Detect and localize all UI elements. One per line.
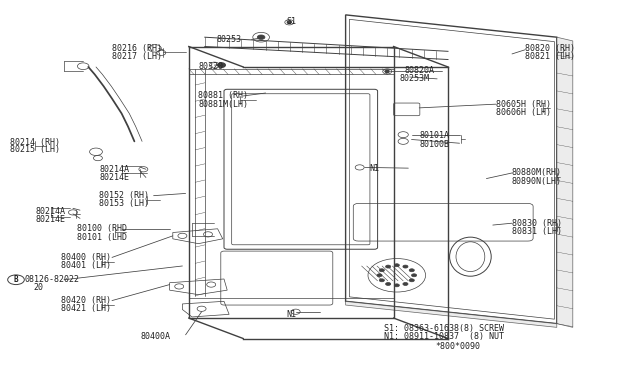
Text: 20: 20 [33, 283, 44, 292]
Circle shape [377, 274, 382, 277]
Text: 80101 (LHD: 80101 (LHD [77, 233, 127, 242]
Circle shape [380, 269, 385, 272]
Text: 80400 (RH): 80400 (RH) [61, 253, 111, 262]
Polygon shape [346, 301, 557, 327]
Text: 80400A: 80400A [141, 332, 171, 341]
Text: S1: S1 [287, 17, 297, 26]
Text: 80420 (RH): 80420 (RH) [61, 296, 111, 305]
Text: 80214A: 80214A [99, 165, 129, 174]
Text: 80606H (LH): 80606H (LH) [496, 108, 551, 117]
Circle shape [409, 269, 414, 272]
Text: 80214E: 80214E [99, 173, 129, 182]
Text: 80401 (LH): 80401 (LH) [61, 262, 111, 270]
Circle shape [394, 264, 399, 267]
Text: 80821 (LH): 80821 (LH) [525, 52, 575, 61]
Text: B: B [13, 275, 19, 284]
Text: N1: N1 [369, 164, 380, 173]
Text: 80890N(LH): 80890N(LH) [512, 177, 562, 186]
Text: 80101A: 80101A [419, 131, 449, 140]
Text: 80880M(RH): 80880M(RH) [512, 169, 562, 177]
Text: N1: 08911-10837  (8) NUT: N1: 08911-10837 (8) NUT [384, 332, 504, 341]
Circle shape [385, 282, 390, 285]
Text: 80214E: 80214E [35, 215, 65, 224]
Text: 80605H (RH): 80605H (RH) [496, 100, 551, 109]
Text: 80320: 80320 [198, 62, 223, 71]
Polygon shape [557, 37, 573, 327]
Text: 08126-82022: 08126-82022 [24, 275, 79, 284]
Circle shape [287, 21, 291, 23]
Circle shape [385, 265, 390, 268]
Circle shape [412, 274, 417, 277]
Text: N1: N1 [287, 310, 297, 319]
Text: 80881M(LH): 80881M(LH) [198, 100, 248, 109]
Text: *800*0090: *800*0090 [435, 342, 480, 351]
Text: 80214 (RH): 80214 (RH) [10, 138, 60, 147]
Text: 80421 (LH): 80421 (LH) [61, 304, 111, 313]
Text: 80152 (RH): 80152 (RH) [99, 191, 149, 200]
Circle shape [403, 265, 408, 268]
Text: 80253M: 80253M [400, 74, 430, 83]
Circle shape [257, 35, 265, 39]
Circle shape [380, 279, 385, 282]
Text: 80153 (LH): 80153 (LH) [99, 199, 149, 208]
Text: 80100 (RHD: 80100 (RHD [77, 224, 127, 233]
Text: 80214A: 80214A [35, 207, 65, 216]
Circle shape [403, 282, 408, 285]
Circle shape [385, 70, 389, 73]
Circle shape [218, 63, 225, 67]
Text: 80830 (RH): 80830 (RH) [512, 219, 562, 228]
Text: S1: 08363-61638(8) SCREW: S1: 08363-61638(8) SCREW [384, 324, 504, 333]
Circle shape [394, 284, 399, 287]
Text: 80215 (LH): 80215 (LH) [10, 145, 60, 154]
Text: 80253: 80253 [216, 35, 241, 44]
Text: 80217 (LH): 80217 (LH) [112, 52, 162, 61]
Text: 80820 (RH): 80820 (RH) [525, 44, 575, 53]
Text: 80831 (LH): 80831 (LH) [512, 227, 562, 236]
Text: 80100B: 80100B [419, 140, 449, 149]
Text: 80881 (RH): 80881 (RH) [198, 92, 248, 100]
Text: 80216 (RH): 80216 (RH) [112, 44, 162, 53]
Circle shape [409, 279, 414, 282]
Text: 80820A: 80820A [404, 66, 435, 75]
